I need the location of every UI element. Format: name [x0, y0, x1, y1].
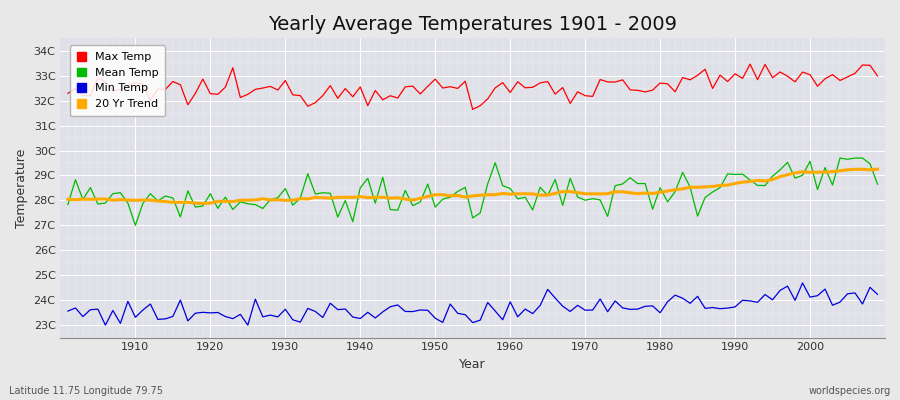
X-axis label: Year: Year	[459, 358, 486, 371]
Text: worldspecies.org: worldspecies.org	[809, 386, 891, 396]
Text: Latitude 11.75 Longitude 79.75: Latitude 11.75 Longitude 79.75	[9, 386, 163, 396]
Title: Yearly Average Temperatures 1901 - 2009: Yearly Average Temperatures 1901 - 2009	[268, 15, 677, 34]
Legend: Max Temp, Mean Temp, Min Temp, 20 Yr Trend: Max Temp, Mean Temp, Min Temp, 20 Yr Tre…	[70, 45, 165, 116]
Y-axis label: Temperature: Temperature	[15, 148, 28, 228]
